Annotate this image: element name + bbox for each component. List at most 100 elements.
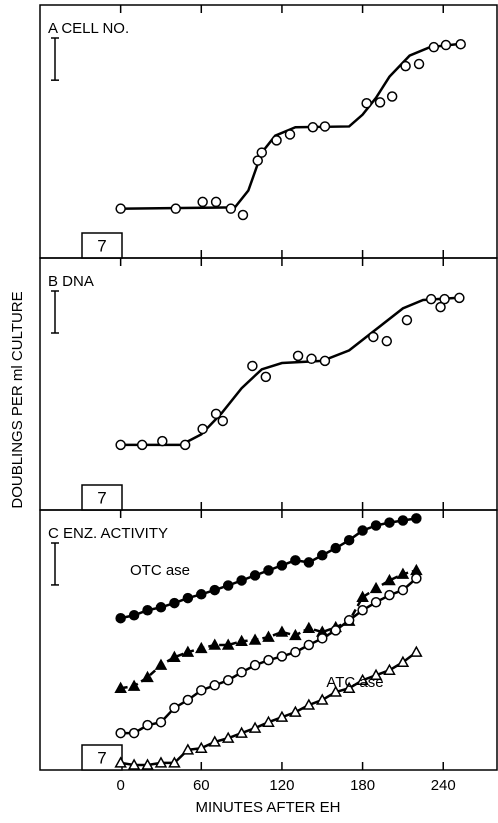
data-point — [289, 705, 302, 717]
data-point — [209, 680, 220, 691]
data-point — [127, 679, 141, 691]
data-point — [208, 735, 222, 747]
data-point — [319, 355, 331, 367]
data-point — [276, 651, 288, 662]
data-point — [303, 557, 315, 568]
data-point — [115, 439, 126, 451]
data-point — [317, 633, 328, 644]
data-point — [141, 670, 154, 683]
data-point — [343, 534, 355, 546]
data-point — [410, 563, 423, 576]
data-point — [197, 423, 208, 435]
series-line — [120, 569, 417, 690]
data-point — [315, 693, 329, 705]
data-point — [455, 38, 466, 50]
panel-label: B DNA — [48, 273, 94, 290]
data-point — [411, 513, 422, 524]
panel-frame — [39, 4, 498, 259]
data-point — [155, 716, 167, 728]
data-point — [401, 314, 413, 326]
label-box-text: 7 — [97, 236, 106, 255]
data-point — [114, 681, 127, 693]
label-box — [81, 744, 123, 771]
data-point — [154, 658, 168, 670]
data-point — [157, 435, 168, 447]
data-point — [263, 565, 274, 576]
x-tick-label: 240 — [431, 777, 456, 794]
data-point — [260, 371, 272, 383]
data-point — [439, 293, 450, 305]
data-point — [400, 60, 411, 72]
data-point — [236, 667, 247, 678]
data-point — [225, 203, 237, 214]
data-point — [284, 129, 296, 140]
data-point — [115, 727, 126, 739]
data-point — [303, 639, 315, 651]
data-point — [410, 645, 423, 657]
data-point — [317, 550, 328, 561]
data-point — [262, 630, 275, 642]
data-point — [275, 625, 289, 637]
data-point — [155, 602, 167, 613]
data-point — [256, 147, 268, 158]
data-point — [271, 135, 282, 146]
y-axis-label: DOUBLINGS PER ml CULTURE — [9, 291, 26, 508]
data-point — [115, 203, 126, 214]
data-point — [115, 612, 126, 624]
data-point — [221, 731, 235, 743]
data-point — [141, 758, 154, 770]
data-point — [181, 743, 195, 755]
data-point — [195, 741, 208, 753]
data-point — [182, 694, 194, 706]
annotation: OTC ase — [130, 562, 190, 579]
data-point — [411, 573, 422, 584]
data-point — [292, 350, 304, 362]
x-tick-label: 120 — [269, 777, 294, 794]
annotation: ATC ase — [326, 674, 383, 691]
data-point — [237, 209, 249, 221]
data-point — [370, 597, 382, 608]
data-point — [247, 360, 258, 372]
data-point — [127, 758, 141, 770]
data-point — [356, 673, 369, 686]
data-point — [136, 439, 148, 451]
data-point — [319, 121, 331, 132]
data-point — [397, 584, 409, 596]
data-point — [249, 659, 261, 671]
data-point — [383, 663, 396, 675]
data-point — [114, 756, 127, 768]
data-point — [435, 301, 446, 313]
data-point — [384, 517, 395, 528]
data-point — [396, 567, 410, 579]
data-point — [222, 675, 234, 686]
data-point — [263, 654, 274, 666]
data-point — [222, 580, 234, 591]
data-point — [208, 638, 222, 650]
x-tick-label: 0 — [116, 777, 124, 794]
data-point — [302, 621, 316, 634]
data-point — [196, 685, 207, 696]
panel-label: C ENZ. ACTIVITY — [48, 525, 168, 542]
data-point — [197, 196, 208, 208]
data-point — [128, 727, 140, 739]
data-point — [302, 698, 316, 710]
data-point — [413, 58, 425, 70]
data-point — [381, 335, 393, 347]
data-point — [195, 641, 208, 654]
label-box-text: 7 — [97, 488, 106, 507]
data-point — [252, 155, 263, 166]
x-axis-label: MINUTES AFTER EH — [195, 799, 340, 816]
data-point — [142, 604, 153, 616]
data-point — [428, 41, 440, 53]
data-point — [370, 520, 382, 531]
data-point — [369, 668, 383, 680]
x-tick-label: 60 — [193, 777, 210, 794]
data-point — [356, 590, 369, 602]
data-point — [181, 645, 195, 657]
data-point — [235, 634, 248, 647]
data-point — [235, 726, 248, 738]
data-point — [182, 592, 194, 604]
data-point — [386, 91, 398, 102]
data-point — [221, 638, 235, 650]
